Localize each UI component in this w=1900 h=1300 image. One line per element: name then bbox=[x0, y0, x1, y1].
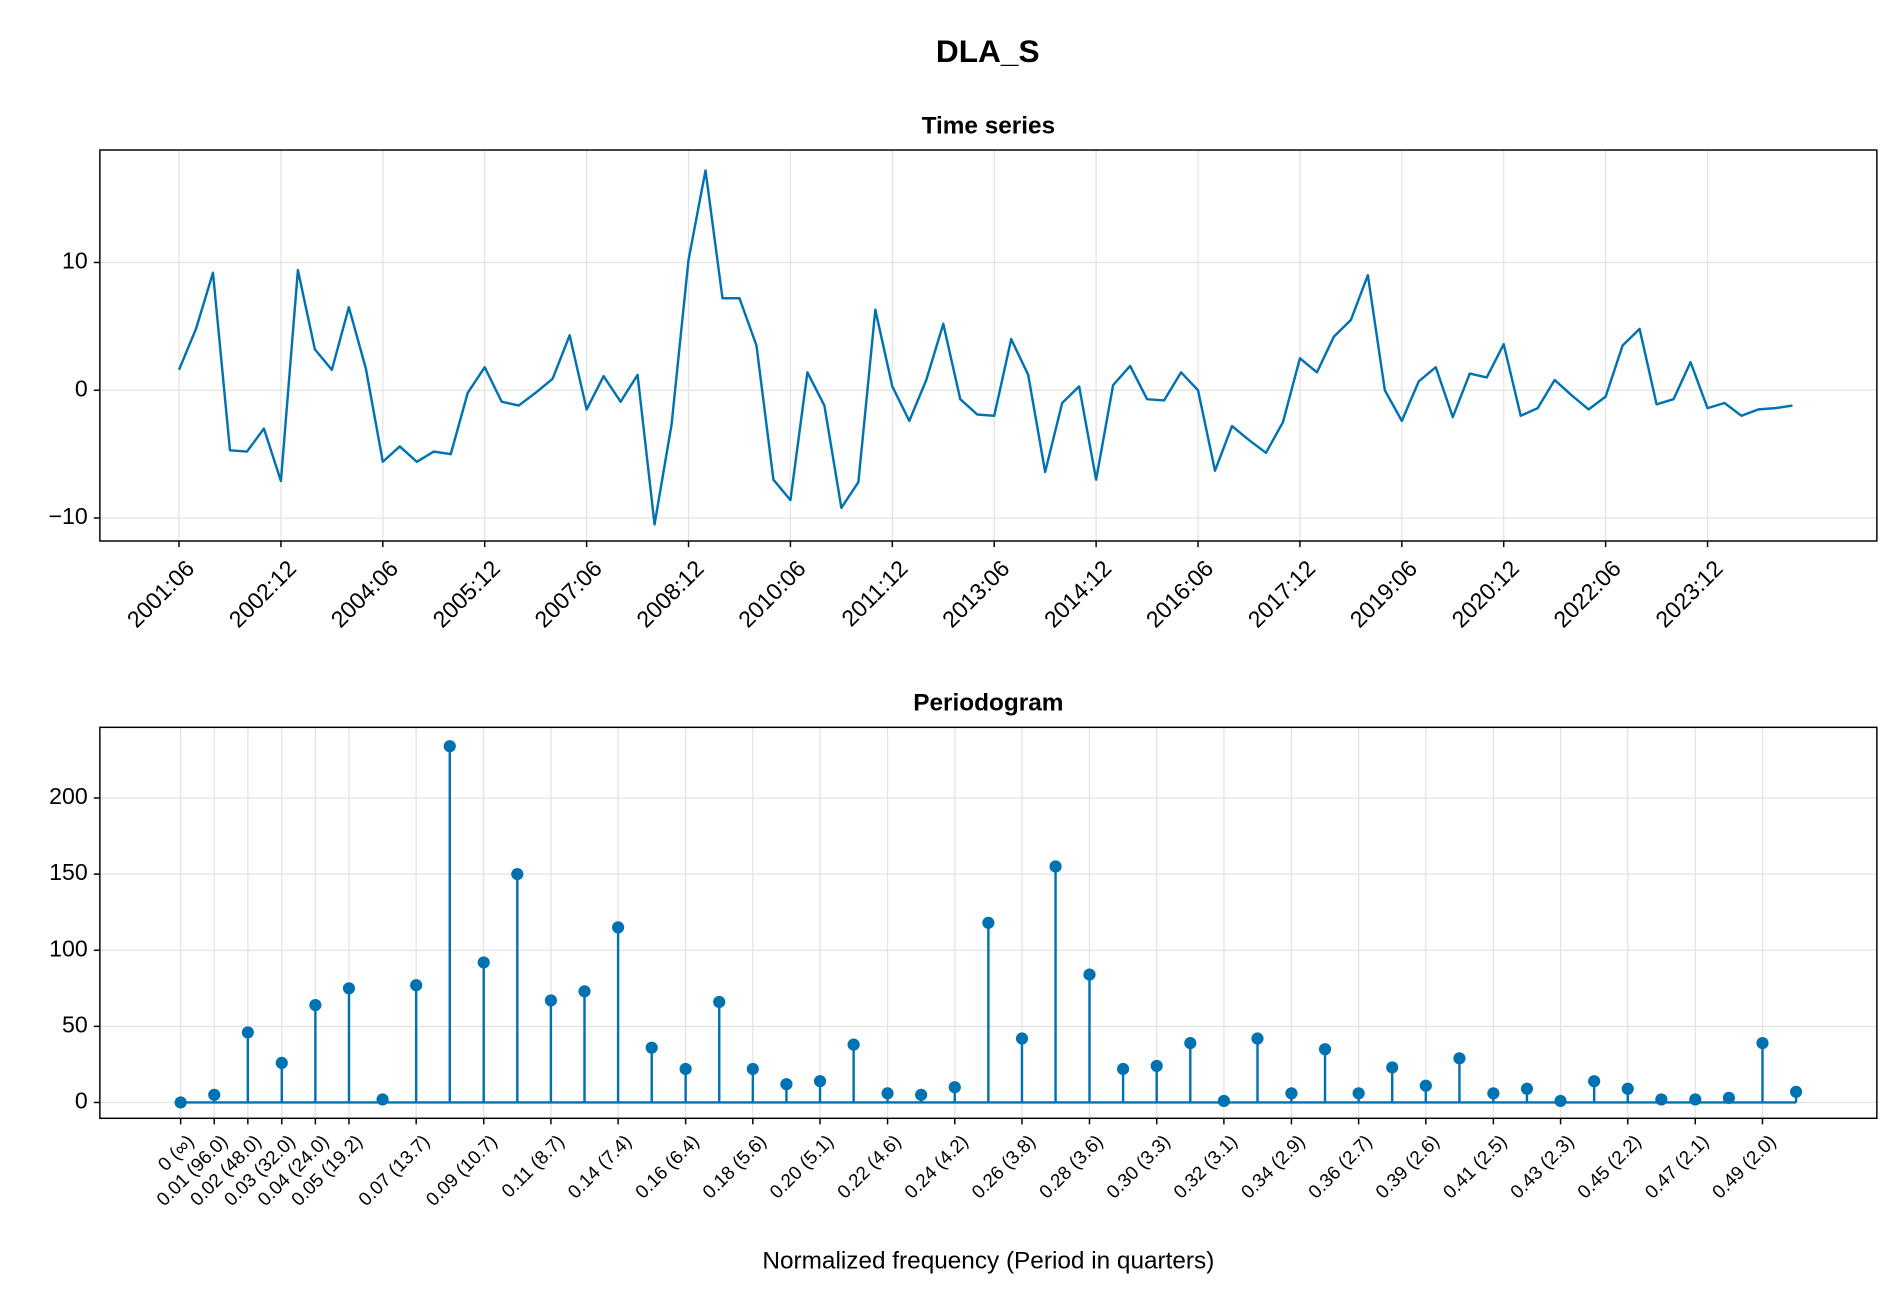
stem-marker bbox=[544, 994, 557, 1007]
plot-frame bbox=[99, 726, 1878, 1120]
stem-marker bbox=[881, 1087, 894, 1100]
stem-marker bbox=[1487, 1087, 1500, 1100]
stem-marker bbox=[1789, 1085, 1803, 1098]
stem-marker bbox=[746, 1062, 759, 1076]
stem-marker bbox=[612, 921, 625, 934]
stem-marker bbox=[813, 1075, 827, 1088]
stem-marker bbox=[1689, 1093, 1702, 1106]
stem-marker bbox=[1015, 1032, 1029, 1045]
y-tick-label: 100 bbox=[49, 935, 88, 961]
stem-marker bbox=[477, 956, 490, 969]
stem-marker bbox=[410, 979, 423, 992]
stem-marker bbox=[982, 916, 995, 929]
stem-marker bbox=[241, 1026, 254, 1039]
stem-marker bbox=[847, 1038, 860, 1051]
stem-marker bbox=[1251, 1032, 1264, 1045]
stem-marker bbox=[780, 1078, 793, 1091]
stem-marker bbox=[1150, 1059, 1163, 1073]
stem-marker bbox=[713, 995, 726, 1009]
stem-marker bbox=[1083, 968, 1096, 981]
subplot-title: Time series bbox=[922, 112, 1056, 139]
stem-marker bbox=[578, 985, 591, 998]
stem-marker bbox=[1655, 1093, 1668, 1106]
stem-marker bbox=[948, 1081, 961, 1094]
stem-marker bbox=[1049, 860, 1062, 873]
plot-frame bbox=[99, 149, 1878, 542]
figure-title: DLA_S bbox=[936, 33, 1040, 69]
y-tick-label: 0 bbox=[75, 375, 88, 401]
stem-marker bbox=[1453, 1052, 1466, 1065]
stem-marker bbox=[309, 998, 322, 1012]
stem-marker bbox=[376, 1093, 389, 1106]
stem-marker bbox=[174, 1096, 187, 1109]
stem-marker bbox=[208, 1088, 221, 1101]
stem-marker bbox=[1285, 1087, 1298, 1100]
stem-marker bbox=[1117, 1062, 1130, 1076]
stem-marker bbox=[645, 1041, 658, 1054]
data-line bbox=[177, 169, 1793, 526]
y-tick-label: 0 bbox=[75, 1088, 88, 1114]
stem-marker bbox=[1554, 1094, 1567, 1108]
y-tick-label: 150 bbox=[49, 859, 88, 885]
stem-marker bbox=[1520, 1082, 1534, 1095]
stem-marker bbox=[1621, 1082, 1634, 1095]
stem-marker bbox=[915, 1088, 928, 1101]
stem-marker bbox=[1184, 1037, 1197, 1050]
stem-marker bbox=[275, 1056, 288, 1069]
x-axis-label: Normalized frequency (Period in quarters… bbox=[762, 1247, 1214, 1274]
stem-marker bbox=[1386, 1061, 1399, 1074]
y-tick-label: 10 bbox=[62, 248, 88, 274]
stem-marker bbox=[1756, 1037, 1769, 1050]
stem-marker bbox=[1318, 1043, 1332, 1056]
stem-marker bbox=[1217, 1094, 1230, 1108]
y-tick-label: −10 bbox=[48, 503, 87, 529]
y-tick-label: 200 bbox=[49, 783, 88, 809]
stem-marker bbox=[1722, 1091, 1735, 1104]
stem-marker bbox=[443, 740, 456, 753]
stem-marker bbox=[1419, 1079, 1432, 1092]
y-tick-label: 50 bbox=[62, 1011, 88, 1037]
stem-marker bbox=[342, 982, 356, 995]
stem-marker bbox=[1352, 1087, 1365, 1100]
subplot-title: Periodogram bbox=[913, 690, 1063, 717]
stem-marker bbox=[679, 1062, 692, 1076]
stem-marker bbox=[1588, 1075, 1601, 1088]
stem-marker bbox=[511, 868, 524, 881]
